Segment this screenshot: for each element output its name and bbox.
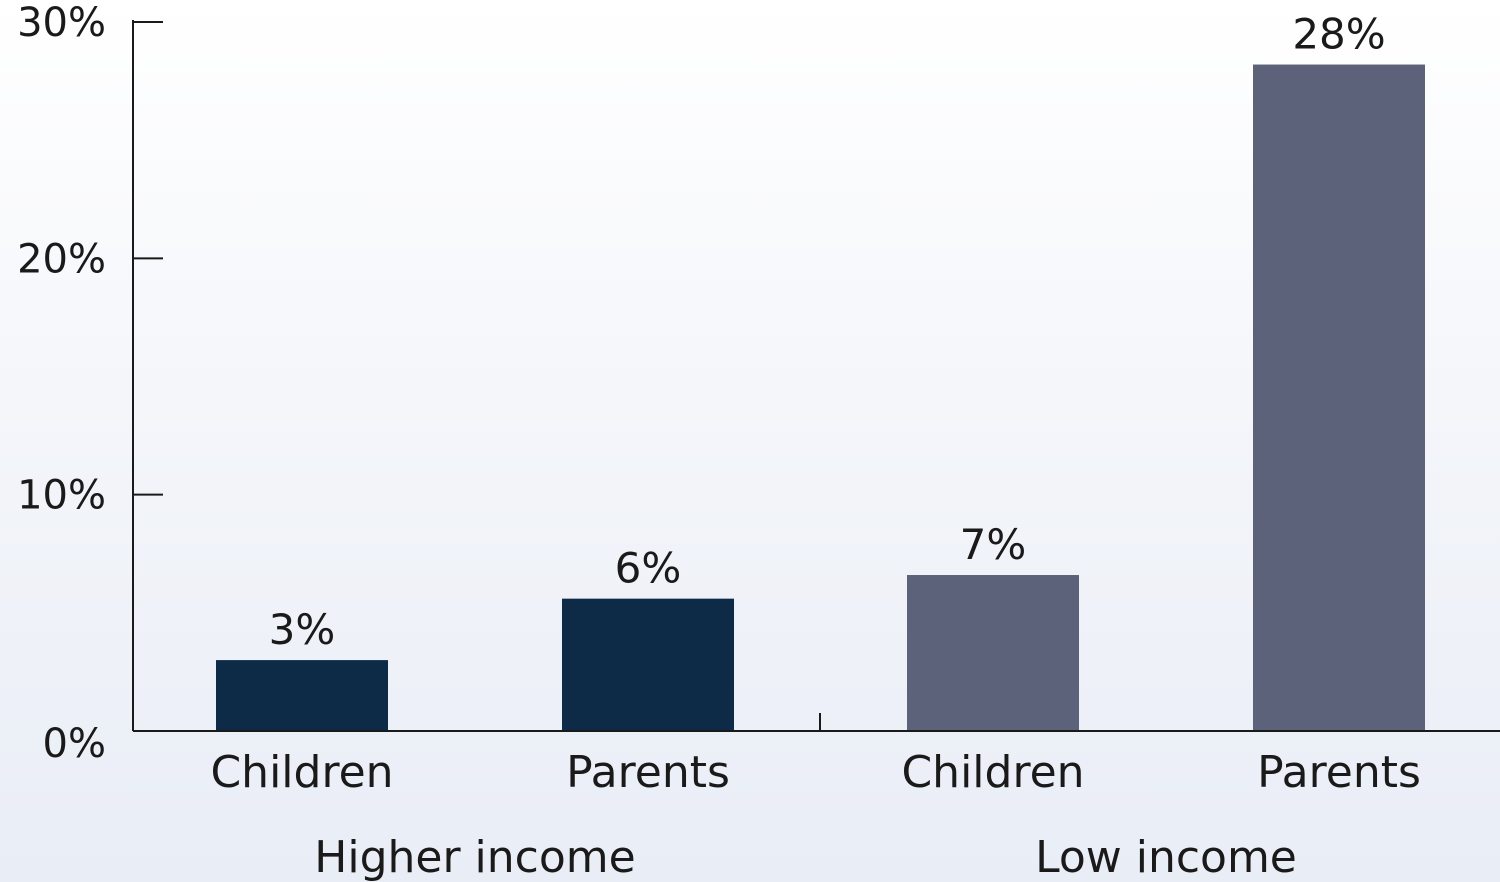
bar bbox=[907, 575, 1079, 731]
y-tick-label: 30% bbox=[17, 0, 106, 46]
bar-value-label: 28% bbox=[1292, 10, 1385, 59]
category-labels: Children Parents Children Parents bbox=[210, 747, 1420, 798]
bar-value-label: 7% bbox=[960, 520, 1027, 569]
x-category-label: Parents bbox=[566, 747, 730, 798]
group-labels: Higher income Low income bbox=[314, 832, 1297, 882]
y-tick-label: 0% bbox=[43, 721, 106, 767]
x-category-label: Parents bbox=[1257, 747, 1421, 798]
y-tick-label: 20% bbox=[17, 236, 106, 282]
y-axis: 0% 10% 20% 30% bbox=[17, 0, 163, 767]
bar bbox=[216, 660, 388, 731]
y-tick-label: 10% bbox=[17, 473, 106, 519]
bar-value-label: 3% bbox=[269, 605, 336, 654]
bar-value-label: 6% bbox=[615, 544, 682, 593]
x-axis bbox=[133, 713, 1500, 732]
bar bbox=[562, 598, 734, 731]
bar bbox=[1253, 64, 1425, 732]
bars bbox=[216, 64, 1425, 732]
data-labels: 3% 6% 7% 28% bbox=[269, 10, 1386, 655]
x-category-label: Children bbox=[901, 747, 1084, 798]
x-category-label: Children bbox=[210, 747, 393, 798]
x-group-label: Low income bbox=[1035, 832, 1297, 882]
x-group-label: Higher income bbox=[314, 832, 635, 882]
